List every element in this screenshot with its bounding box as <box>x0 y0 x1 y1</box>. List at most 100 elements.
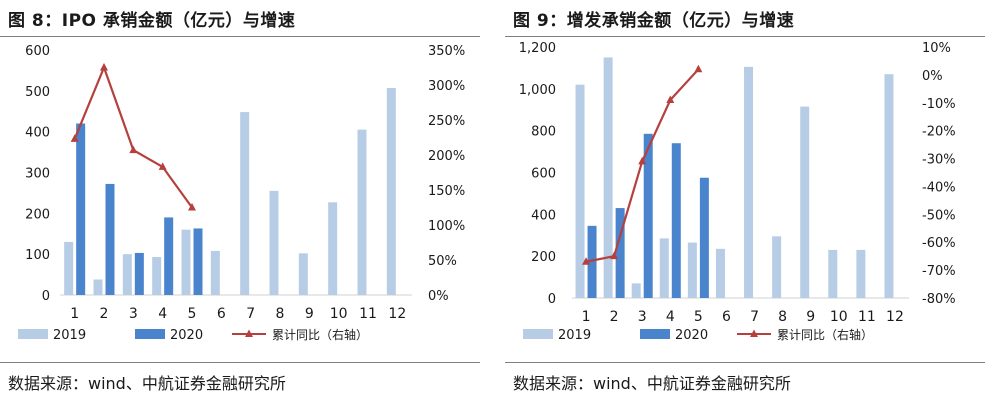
bar-2019-1 <box>575 84 585 299</box>
yoy-marker <box>188 203 196 211</box>
x-tick-label: 2 <box>100 306 109 322</box>
y-right-tick-label: 300% <box>428 79 465 94</box>
ipo-underwriting-chart: 0 100 200 300 400 500 600 0% 50% 100% 150% 200% 250%… <box>18 44 465 343</box>
bar-2020-1 <box>587 225 597 298</box>
yoy-marker <box>666 95 675 103</box>
title-divider <box>0 36 480 37</box>
yoy-marker <box>129 145 138 154</box>
ipo-chart-panel: 图 8：IPO 承销金额（亿元）与增速 0 100 200 300 400 500 600 0… <box>0 0 480 404</box>
yoy-marker <box>638 156 647 165</box>
bar-2019-6 <box>210 250 220 295</box>
bar-2020-5 <box>193 228 203 295</box>
bar-2019-12 <box>884 74 894 298</box>
bar-2019-8 <box>269 190 279 295</box>
legend-label-2020: 2020 <box>675 328 708 343</box>
yoy-marker <box>582 257 591 265</box>
x-tick-label: 1 <box>582 309 591 325</box>
bar-2020-3 <box>134 252 144 295</box>
source-divider <box>0 362 480 363</box>
bar-2019-2 <box>603 57 613 299</box>
y-left-tick-label: 400 <box>25 126 50 141</box>
yoy-marker <box>610 251 619 260</box>
bar-2020-2 <box>105 183 115 295</box>
x-tick-label: 8 <box>778 309 787 325</box>
bar-2019-7 <box>744 66 754 298</box>
title-divider <box>505 36 985 37</box>
bar-2020-1 <box>76 123 86 295</box>
y-right-tick-label: 250% <box>428 114 465 129</box>
legend-label-yoy: 累计同比（右轴） <box>272 327 368 342</box>
x-tick-label: 8 <box>276 306 285 322</box>
legend-line-marker <box>750 329 758 337</box>
y-right-tick-label: -60% <box>922 236 956 251</box>
legend-label-2019: 2019 <box>558 328 591 343</box>
x-tick-label: 5 <box>694 309 703 325</box>
bar-2019-1 <box>64 241 74 295</box>
y-right-tick-label: -20% <box>922 125 956 140</box>
legend-swatch-2019 <box>18 329 48 339</box>
placement-underwriting-chart: 0 200 400 600 800 1,000 1,200 -80% -70% -60% -50% -… <box>519 41 956 343</box>
bar-2019-6 <box>715 248 725 298</box>
y-left-tick-label: 0 <box>548 292 556 307</box>
x-tick-label: 11 <box>858 309 876 325</box>
y-right-tick-label: -70% <box>922 264 956 279</box>
y-right-tick-label: 0% <box>428 289 449 304</box>
yoy-marker <box>694 64 703 73</box>
legend-line-marker <box>245 329 253 337</box>
bar-2019-5 <box>687 242 697 298</box>
y-left-tick-label: 200 <box>25 207 50 222</box>
x-tick-label: 2 <box>610 309 619 325</box>
bar-2019-8 <box>772 236 782 298</box>
bar-2019-4 <box>152 257 162 295</box>
y-left-tick-label: 600 <box>25 44 50 59</box>
bar-2019-2 <box>93 279 103 295</box>
y-left-tick-label: 0 <box>42 289 50 304</box>
bar-2020-4 <box>671 143 681 298</box>
x-tick-label: 12 <box>886 309 904 325</box>
x-tick-label: 12 <box>388 306 406 322</box>
y-right-tick-label: 100% <box>428 219 465 234</box>
bar-2019-10 <box>828 249 838 298</box>
x-tick-label: 5 <box>188 306 197 322</box>
placement-chart-panel: 图 9：增发承销金额（亿元）与增速 0 200 400 600 800 1,000 1,20… <box>505 0 985 404</box>
bar-2019-9 <box>298 253 308 295</box>
bar-2019-7 <box>240 112 250 295</box>
x-tick-label: 10 <box>830 309 848 325</box>
y-right-tick-label: -80% <box>922 292 956 307</box>
chart-title: 图 9：增发承销金额（亿元）与增速 <box>513 11 795 31</box>
bar-2020-4 <box>164 217 174 295</box>
bar-2019-10 <box>328 202 338 295</box>
chart-source: 数据来源：wind、中航证券金融研究所 <box>513 374 791 393</box>
bar-2019-12 <box>386 87 396 295</box>
y-right-tick-label: 50% <box>428 254 457 269</box>
legend-label-2019: 2019 <box>53 328 86 343</box>
chart-title: 图 8：IPO 承销金额（亿元）与增速 <box>8 11 296 31</box>
y-right-tick-label: 150% <box>428 184 465 199</box>
yoy-marker <box>158 162 167 170</box>
legend-swatch-2020 <box>640 329 670 339</box>
x-tick-label: 3 <box>129 306 138 322</box>
y-left-tick-label: 400 <box>531 208 556 223</box>
legend-swatch-2019 <box>523 329 553 339</box>
bar-2019-3 <box>122 254 132 295</box>
y-left-tick-label: 300 <box>25 167 50 182</box>
bar-2019-9 <box>800 106 810 298</box>
legend-label-yoy: 累计同比（右轴） <box>777 327 873 342</box>
x-tick-label: 6 <box>217 306 226 322</box>
y-left-tick-label: 1,200 <box>519 41 556 56</box>
chart-source: 数据来源：wind、中航证券金融研究所 <box>8 374 286 393</box>
y-left-tick-label: 600 <box>531 167 556 182</box>
x-tick-label: 3 <box>638 309 647 325</box>
legend-label-2020: 2020 <box>170 328 203 343</box>
y-left-tick-label: 500 <box>25 85 50 100</box>
y-right-tick-label: -40% <box>922 180 956 195</box>
y-right-tick-label: 10% <box>922 41 951 56</box>
x-tick-label: 1 <box>70 306 79 322</box>
x-tick-label: 10 <box>330 306 348 322</box>
yoy-line <box>73 64 193 209</box>
y-left-tick-label: 1,000 <box>519 83 556 98</box>
bar-2019-4 <box>659 238 669 298</box>
y-right-tick-label: 0% <box>922 69 943 84</box>
y-right-tick-label: 200% <box>428 149 465 164</box>
y-right-tick-label: -30% <box>922 153 956 168</box>
